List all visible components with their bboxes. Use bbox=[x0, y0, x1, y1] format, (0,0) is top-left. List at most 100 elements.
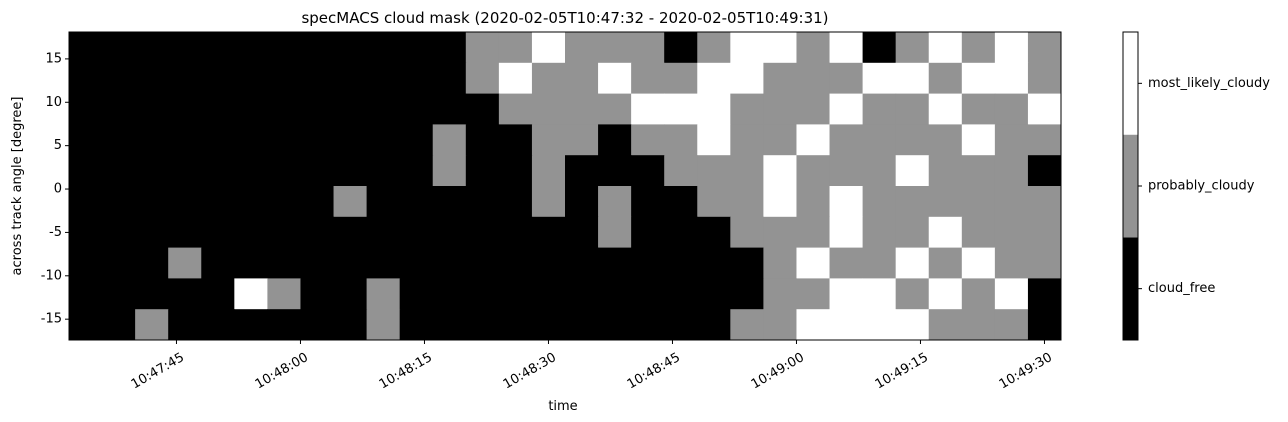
cell bbox=[631, 62, 665, 95]
cell bbox=[730, 93, 764, 125]
cell bbox=[664, 32, 698, 64]
cell bbox=[201, 155, 235, 187]
cell bbox=[267, 124, 301, 156]
cell bbox=[598, 309, 632, 341]
cell bbox=[763, 278, 797, 310]
cell bbox=[565, 216, 599, 249]
cell bbox=[994, 62, 1029, 95]
cell bbox=[796, 216, 831, 249]
cell bbox=[333, 124, 368, 156]
cell bbox=[234, 124, 268, 156]
cell bbox=[961, 247, 996, 279]
cell bbox=[267, 186, 301, 218]
cell bbox=[69, 278, 103, 310]
cell bbox=[862, 62, 897, 95]
cell bbox=[631, 93, 665, 125]
cell bbox=[895, 216, 930, 249]
cell bbox=[102, 186, 136, 218]
cell bbox=[69, 62, 103, 95]
cell bbox=[498, 309, 533, 341]
cell bbox=[862, 186, 897, 218]
cell bbox=[565, 32, 599, 64]
cell bbox=[862, 32, 897, 64]
cell bbox=[730, 247, 764, 279]
cell bbox=[498, 216, 533, 249]
cell bbox=[465, 124, 500, 156]
cell bbox=[928, 216, 963, 249]
cell bbox=[366, 124, 401, 156]
cell bbox=[465, 278, 500, 310]
cell bbox=[961, 216, 996, 249]
cell bbox=[928, 32, 963, 64]
cell bbox=[829, 155, 864, 187]
y-tick-label: 10 bbox=[45, 95, 62, 110]
cell bbox=[69, 216, 103, 249]
cell bbox=[102, 32, 136, 64]
cell bbox=[300, 62, 335, 95]
cell bbox=[267, 309, 301, 341]
cell bbox=[531, 62, 566, 95]
cell bbox=[631, 32, 665, 64]
cell bbox=[399, 32, 434, 64]
cell bbox=[366, 32, 401, 64]
cell bbox=[796, 155, 831, 187]
cell bbox=[829, 93, 864, 125]
cell bbox=[432, 309, 467, 341]
cell bbox=[829, 247, 864, 279]
cell bbox=[697, 124, 731, 156]
cell bbox=[69, 309, 103, 341]
cell bbox=[829, 309, 864, 341]
cell bbox=[399, 62, 434, 95]
cell bbox=[333, 155, 368, 187]
cell bbox=[994, 124, 1029, 156]
cell bbox=[829, 278, 864, 310]
cell bbox=[697, 278, 731, 310]
cell bbox=[135, 93, 169, 125]
cell bbox=[796, 32, 831, 64]
cell bbox=[796, 62, 831, 95]
cell bbox=[366, 62, 401, 95]
cell bbox=[135, 216, 169, 249]
cell bbox=[432, 32, 467, 64]
cell bbox=[664, 309, 698, 341]
cell bbox=[234, 216, 268, 249]
cell bbox=[69, 32, 103, 64]
cell bbox=[565, 309, 599, 341]
cell bbox=[994, 32, 1029, 64]
cell bbox=[697, 62, 731, 95]
cell bbox=[1027, 32, 1062, 64]
cell bbox=[102, 93, 136, 125]
cell bbox=[565, 278, 599, 310]
cell bbox=[168, 124, 202, 156]
y-tick-label: 0 bbox=[54, 182, 62, 197]
cell bbox=[1027, 93, 1062, 125]
cell bbox=[69, 93, 103, 125]
cell bbox=[994, 93, 1029, 125]
cell bbox=[895, 62, 930, 95]
cell bbox=[862, 155, 897, 187]
cell bbox=[697, 309, 731, 341]
cell bbox=[796, 93, 831, 125]
cell bbox=[465, 62, 500, 95]
cell bbox=[234, 309, 268, 341]
cell bbox=[498, 124, 533, 156]
cell bbox=[598, 155, 632, 187]
cell bbox=[465, 247, 500, 279]
cell bbox=[234, 32, 268, 64]
colorbar-label: most_likely_cloudy bbox=[1148, 76, 1270, 91]
cell bbox=[201, 62, 235, 95]
cell bbox=[399, 309, 434, 341]
cell bbox=[102, 216, 136, 249]
cell bbox=[994, 186, 1029, 218]
cell bbox=[598, 62, 632, 95]
cell bbox=[730, 155, 764, 187]
y-tick-label: -15 bbox=[41, 312, 62, 327]
cell bbox=[895, 247, 930, 279]
cell bbox=[465, 216, 500, 249]
cell bbox=[300, 186, 335, 218]
cell bbox=[168, 155, 202, 187]
cell bbox=[565, 124, 599, 156]
cell bbox=[399, 247, 434, 279]
cell bbox=[928, 93, 963, 125]
cell bbox=[730, 216, 764, 249]
